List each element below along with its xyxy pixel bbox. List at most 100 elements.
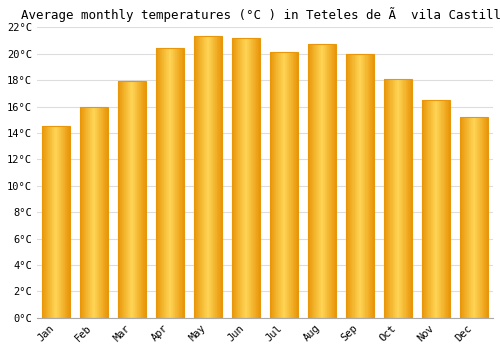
- Bar: [290, 52, 291, 318]
- Bar: [465, 117, 466, 318]
- Bar: [286, 52, 288, 318]
- Bar: [174, 48, 176, 318]
- Bar: [118, 82, 146, 318]
- Bar: [132, 82, 133, 318]
- Bar: [80, 106, 108, 318]
- Bar: [430, 100, 431, 318]
- Bar: [438, 100, 439, 318]
- Bar: [195, 36, 196, 318]
- Bar: [131, 82, 132, 318]
- Bar: [468, 117, 469, 318]
- Bar: [42, 126, 43, 318]
- Bar: [241, 38, 242, 318]
- Bar: [426, 100, 427, 318]
- Bar: [406, 79, 407, 318]
- Bar: [396, 79, 398, 318]
- Bar: [293, 52, 294, 318]
- Bar: [208, 36, 210, 318]
- Bar: [431, 100, 432, 318]
- Bar: [373, 54, 374, 318]
- Bar: [197, 36, 198, 318]
- Bar: [90, 106, 91, 318]
- Bar: [257, 38, 258, 318]
- Bar: [214, 36, 216, 318]
- Bar: [446, 100, 447, 318]
- Bar: [331, 44, 332, 318]
- Bar: [240, 38, 241, 318]
- Bar: [445, 100, 446, 318]
- Bar: [244, 38, 245, 318]
- Bar: [48, 126, 49, 318]
- Bar: [124, 82, 125, 318]
- Bar: [436, 100, 438, 318]
- Bar: [384, 79, 385, 318]
- Bar: [171, 48, 172, 318]
- Bar: [326, 44, 327, 318]
- Bar: [393, 79, 394, 318]
- Bar: [85, 106, 86, 318]
- Bar: [463, 117, 464, 318]
- Bar: [194, 36, 222, 318]
- Bar: [366, 54, 367, 318]
- Bar: [288, 52, 290, 318]
- Bar: [351, 54, 352, 318]
- Bar: [144, 82, 145, 318]
- Bar: [447, 100, 448, 318]
- Bar: [122, 82, 123, 318]
- Bar: [486, 117, 487, 318]
- Bar: [43, 126, 44, 318]
- Bar: [404, 79, 405, 318]
- Bar: [411, 79, 412, 318]
- Bar: [165, 48, 166, 318]
- Bar: [143, 82, 144, 318]
- Bar: [348, 54, 349, 318]
- Bar: [403, 79, 404, 318]
- Bar: [318, 44, 319, 318]
- Bar: [98, 106, 100, 318]
- Bar: [477, 117, 478, 318]
- Bar: [389, 79, 390, 318]
- Bar: [279, 52, 280, 318]
- Bar: [270, 52, 297, 318]
- Bar: [86, 106, 87, 318]
- Bar: [66, 126, 67, 318]
- Bar: [239, 38, 240, 318]
- Bar: [218, 36, 219, 318]
- Bar: [275, 52, 276, 318]
- Bar: [441, 100, 442, 318]
- Bar: [282, 52, 284, 318]
- Bar: [369, 54, 370, 318]
- Bar: [180, 48, 181, 318]
- Bar: [62, 126, 64, 318]
- Bar: [398, 79, 400, 318]
- Bar: [83, 106, 84, 318]
- Bar: [424, 100, 425, 318]
- Bar: [216, 36, 217, 318]
- Bar: [205, 36, 206, 318]
- Bar: [84, 106, 85, 318]
- Bar: [281, 52, 282, 318]
- Bar: [49, 126, 50, 318]
- Bar: [312, 44, 313, 318]
- Bar: [334, 44, 335, 318]
- Bar: [88, 106, 89, 318]
- Bar: [58, 126, 59, 318]
- Bar: [364, 54, 365, 318]
- Bar: [252, 38, 253, 318]
- Bar: [50, 126, 51, 318]
- Bar: [294, 52, 295, 318]
- Bar: [183, 48, 184, 318]
- Bar: [56, 126, 57, 318]
- Bar: [81, 106, 82, 318]
- Bar: [258, 38, 259, 318]
- Bar: [296, 52, 297, 318]
- Bar: [254, 38, 255, 318]
- Bar: [394, 79, 396, 318]
- Bar: [160, 48, 161, 318]
- Bar: [443, 100, 444, 318]
- Bar: [422, 100, 450, 318]
- Bar: [349, 54, 350, 318]
- Bar: [105, 106, 106, 318]
- Bar: [181, 48, 182, 318]
- Bar: [217, 36, 218, 318]
